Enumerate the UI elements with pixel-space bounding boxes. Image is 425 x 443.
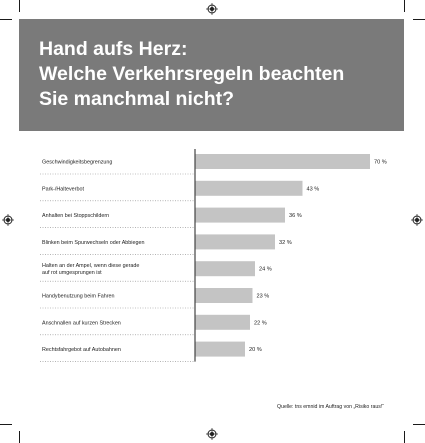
value-label: 23 % xyxy=(257,294,270,300)
category-label: Anschnallen auf kurzen Strecken xyxy=(42,320,121,326)
category-label: Rechtsfahrgebot auf Autobahnen xyxy=(42,347,121,353)
source-note: Quelle: tns emnid im Auftrag von „Risiko… xyxy=(277,404,384,410)
bar xyxy=(195,207,285,223)
crop-mark xyxy=(413,424,425,425)
category-label: auf rot umgesprungen ist xyxy=(42,270,102,276)
bar xyxy=(195,154,370,169)
bar xyxy=(195,234,275,250)
value-label: 36 % xyxy=(289,213,302,219)
chart-title-line-3: Sie manchmal nicht? xyxy=(39,88,235,110)
crop-mark xyxy=(0,19,12,20)
bar xyxy=(195,180,303,196)
infographic-card: Hand aufs Herz: Welche Verkehrsregeln be… xyxy=(19,19,404,424)
value-label: 22 % xyxy=(254,320,267,326)
value-label: 20 % xyxy=(249,347,262,353)
value-label: 70 % xyxy=(374,160,387,166)
value-label: 24 % xyxy=(259,267,272,273)
crop-mark xyxy=(404,431,405,443)
crop-mark xyxy=(19,0,20,12)
bar xyxy=(195,314,250,330)
chart-title-line-1: Hand aufs Herz: xyxy=(39,38,188,60)
bar xyxy=(195,341,245,357)
chart-title-line-2: Welche Verkehrsregeln beachten xyxy=(39,63,345,85)
category-label: Anhalten bei Stoppschildern xyxy=(42,213,109,219)
registration-mark-icon xyxy=(2,214,14,226)
category-label: Handybenutzung beim Fahren xyxy=(42,294,115,300)
category-label: Park-/Halteverbot xyxy=(42,186,84,192)
category-label: Geschwindigkeitsbegrenzung xyxy=(42,160,112,166)
crop-mark xyxy=(0,424,12,425)
crop-mark xyxy=(19,431,20,443)
title-header: Hand aufs Herz: Welche Verkehrsregeln be… xyxy=(19,19,404,131)
bar xyxy=(195,288,253,303)
crop-mark xyxy=(413,19,425,20)
registration-mark-icon xyxy=(206,3,218,15)
crop-mark xyxy=(404,0,405,12)
bar xyxy=(195,261,255,277)
registration-mark-icon xyxy=(206,428,218,440)
value-label: 32 % xyxy=(279,240,292,246)
category-label: Halten an der Ampel, wenn diese gerade xyxy=(42,263,139,269)
bar-chart: Geschwindigkeitsbegrenzung 70 % Park-/Halt… xyxy=(40,149,387,362)
value-label: 43 % xyxy=(307,186,320,192)
category-label: Blinken beim Spurwechseln oder Abbiegen xyxy=(42,240,145,246)
registration-mark-icon xyxy=(411,214,423,226)
